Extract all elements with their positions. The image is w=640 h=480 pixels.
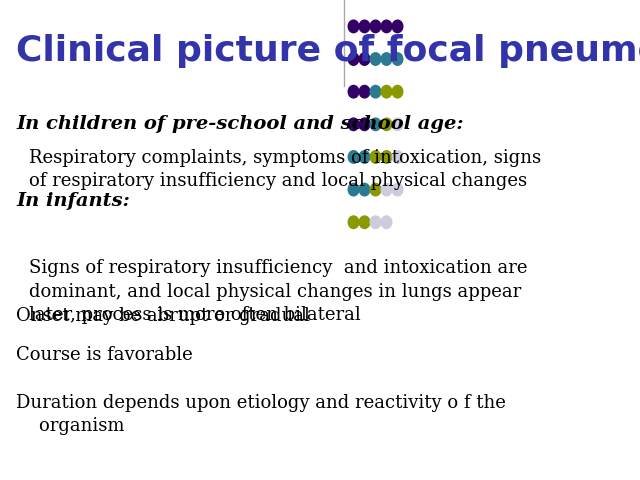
Circle shape	[381, 53, 392, 65]
Circle shape	[359, 118, 370, 131]
Circle shape	[381, 20, 392, 33]
Circle shape	[370, 183, 381, 196]
Circle shape	[370, 53, 381, 65]
Circle shape	[392, 20, 403, 33]
Circle shape	[370, 151, 381, 163]
Circle shape	[370, 85, 381, 98]
Text: Clinical picture of focal pneumonia: Clinical picture of focal pneumonia	[16, 34, 640, 68]
Circle shape	[348, 53, 359, 65]
Text: Duration depends upon etiology and reactivity o f the
    organism: Duration depends upon etiology and react…	[16, 394, 506, 435]
Circle shape	[370, 216, 381, 228]
Circle shape	[370, 118, 381, 131]
Circle shape	[392, 183, 403, 196]
Circle shape	[348, 183, 359, 196]
Circle shape	[392, 85, 403, 98]
Circle shape	[348, 20, 359, 33]
Circle shape	[359, 85, 370, 98]
Circle shape	[381, 183, 392, 196]
Circle shape	[359, 183, 370, 196]
Circle shape	[359, 53, 370, 65]
Circle shape	[348, 85, 359, 98]
Circle shape	[392, 53, 403, 65]
Circle shape	[381, 216, 392, 228]
Circle shape	[392, 151, 403, 163]
Circle shape	[370, 20, 381, 33]
Circle shape	[359, 20, 370, 33]
Circle shape	[381, 151, 392, 163]
Text: In children of pre-school and school age:: In children of pre-school and school age…	[16, 115, 464, 133]
Circle shape	[359, 151, 370, 163]
Circle shape	[392, 118, 403, 131]
Text: Course is favorable: Course is favorable	[16, 346, 193, 364]
Circle shape	[348, 118, 359, 131]
Circle shape	[348, 216, 359, 228]
Text: Signs of respiratory insufficiency  and intoxication are
dominant, and local phy: Signs of respiratory insufficiency and i…	[29, 259, 527, 324]
Circle shape	[348, 151, 359, 163]
Text: Respiratory complaints, symptoms of intoxication, signs
of respiratory insuffici: Respiratory complaints, symptoms of into…	[29, 149, 541, 191]
Text: In infants:: In infants:	[16, 192, 130, 210]
Text: Onset may be abrupt or gradual: Onset may be abrupt or gradual	[16, 307, 310, 325]
Circle shape	[381, 85, 392, 98]
Circle shape	[381, 118, 392, 131]
Circle shape	[359, 216, 370, 228]
